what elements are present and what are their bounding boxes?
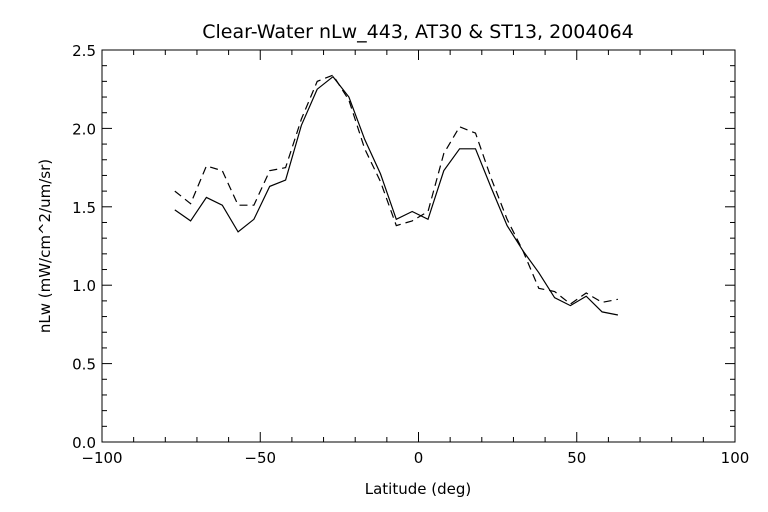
series-group — [174, 74, 619, 316]
y-tick-label: 1.0 — [72, 277, 96, 295]
x-tick-label: −50 — [244, 449, 276, 467]
y-tick-label: 1.5 — [72, 199, 96, 217]
y-tick-label: 0.5 — [72, 356, 96, 374]
x-tick-label: −100 — [81, 449, 122, 467]
axis-tick-labels: −100 −50 0 50 100 0.0 0.5 1.0 1.5 2.0 2.5 — [72, 42, 749, 467]
y-axis-label: nLw (mW/cm^2/um/sr) — [36, 159, 54, 333]
y-tick-label: 2.0 — [72, 120, 96, 138]
x-tick-label: 50 — [567, 449, 586, 467]
y-tick-label: 0.0 — [72, 434, 96, 452]
axis-ticks — [101, 49, 736, 443]
chart-title: Clear-Water nLw_443, AT30 & ST13, 200406… — [202, 21, 634, 43]
y-tick-label: 2.5 — [72, 42, 96, 60]
plot-frame — [101, 49, 736, 443]
x-tick-label: 100 — [721, 449, 750, 467]
series-line-dashed — [174, 74, 619, 305]
x-tick-label: 0 — [414, 449, 424, 467]
series-line-solid — [174, 75, 619, 316]
x-axis-label: Latitude (deg) — [365, 480, 471, 498]
